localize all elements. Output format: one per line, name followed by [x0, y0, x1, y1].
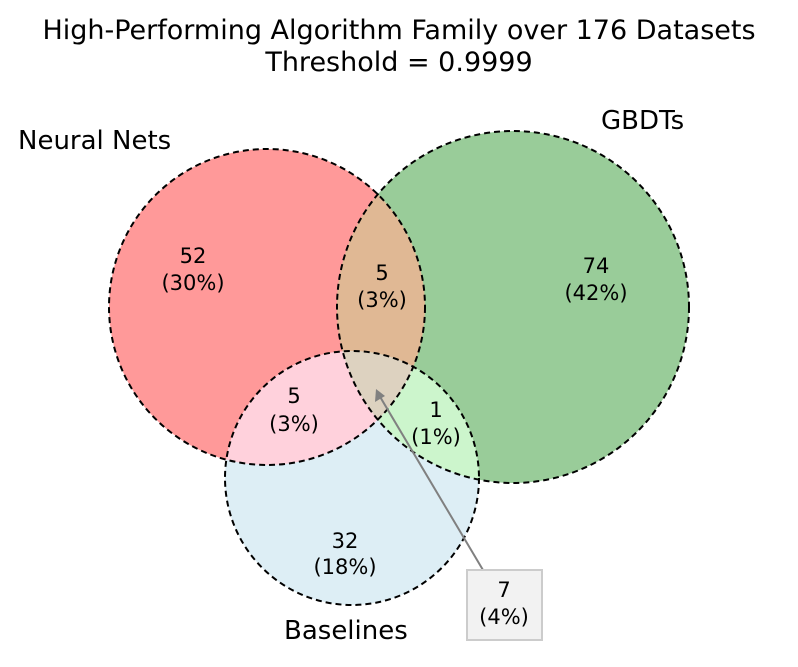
- chart-title: High-Performing Algorithm Family over 17…: [42, 15, 755, 46]
- region-count-base-only: 32: [332, 529, 359, 553]
- gbdts-outline: [336, 130, 690, 484]
- region-percent-nn-base: (3%): [269, 412, 319, 436]
- callout-box: [466, 569, 543, 641]
- region-count-nn-only: 52: [180, 244, 207, 268]
- baselines-outline: [224, 350, 480, 606]
- region-count-gbdt-base: 1: [429, 398, 442, 422]
- set-label-baselines: Baselines: [284, 616, 408, 646]
- callout-arrow-head: [375, 389, 385, 402]
- callout-arrow-line: [378, 394, 484, 571]
- neural-nets-outline: [108, 148, 426, 466]
- chart-subtitle: Threshold = 0.9999: [264, 47, 532, 78]
- region-count-all-three: 7: [497, 578, 510, 602]
- region-percent-nn-only: (30%): [161, 271, 224, 295]
- region-percent-all-three: (4%): [479, 605, 529, 629]
- set-label-neural-nets: Neural Nets: [18, 126, 171, 156]
- set-label-gbdts: GBDTs: [601, 106, 684, 136]
- region-percent-base-only: (18%): [313, 555, 376, 579]
- region-percent-gbdt-only: (42%): [564, 281, 627, 305]
- region-count-nn-base: 5: [287, 384, 300, 408]
- region-count-gbdt-only: 74: [583, 254, 610, 278]
- region-count-nn-gbdt: 5: [375, 261, 388, 285]
- region-percent-nn-gbdt: (3%): [357, 288, 407, 312]
- region-percent-gbdt-base: (1%): [411, 425, 461, 449]
